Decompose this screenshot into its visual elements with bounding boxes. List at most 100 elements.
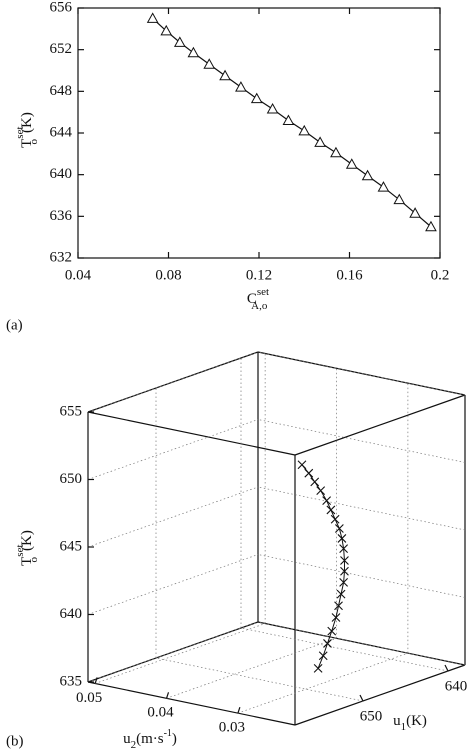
box-edge xyxy=(87,351,259,413)
axis-label: u1(K) xyxy=(393,713,427,732)
label-sup: set xyxy=(14,126,26,138)
axis-label: Tseto (K) xyxy=(14,530,40,566)
u1-tick xyxy=(444,664,449,672)
u2-tick xyxy=(165,692,170,699)
grid-line xyxy=(87,486,259,548)
grid-line xyxy=(87,419,259,480)
grid-line xyxy=(257,554,466,598)
y-tick-label: 640 xyxy=(50,166,73,182)
box-edge xyxy=(87,411,296,456)
triangle-marker xyxy=(235,81,247,92)
x-marker xyxy=(326,505,336,515)
x-marker xyxy=(316,486,326,495)
triangle-marker xyxy=(250,92,263,104)
label-sub: 2 xyxy=(131,739,137,751)
x-marker xyxy=(336,589,346,599)
label-unit: (K) xyxy=(19,530,35,551)
u2-tick xyxy=(237,706,241,714)
x-marker xyxy=(304,468,314,478)
label-base: T xyxy=(19,557,35,566)
y-tick-label: 632 xyxy=(50,249,73,265)
data-line xyxy=(301,464,345,669)
panel-label: (a) xyxy=(6,317,23,333)
x-marker xyxy=(322,496,332,506)
label-pre: (m·s xyxy=(136,731,164,747)
triangle-marker xyxy=(361,169,374,181)
x-marker xyxy=(340,556,349,565)
grid-line xyxy=(166,637,337,699)
box-edge xyxy=(294,394,466,456)
x-marker xyxy=(340,566,349,576)
grid-line xyxy=(87,554,259,615)
plot-frame xyxy=(77,7,441,259)
box-edge xyxy=(257,621,466,666)
z-tick-label: 635 xyxy=(60,673,83,689)
y-tick-label: 652 xyxy=(50,41,73,57)
x-marker xyxy=(297,460,307,470)
x-marker xyxy=(330,514,340,524)
grid-line xyxy=(155,657,364,702)
z-tick-label: 640 xyxy=(60,606,83,622)
triangle-marker xyxy=(219,69,231,81)
x-marker xyxy=(337,534,347,543)
x-marker xyxy=(318,651,328,661)
y-tick-label: 636 xyxy=(50,208,73,224)
y-tick-label: 644 xyxy=(50,124,73,140)
label-sup: set xyxy=(14,544,26,556)
x-marker xyxy=(313,663,323,673)
x-marker xyxy=(310,477,320,487)
z-tick-label: 645 xyxy=(60,538,83,554)
axis-label: Cset A,o xyxy=(247,286,269,312)
3d-box xyxy=(87,351,466,726)
x-marker xyxy=(327,626,337,636)
x-tick-label: 0.04 xyxy=(65,267,92,283)
x-tick-label: 0.08 xyxy=(155,267,181,283)
panel-label: (b) xyxy=(6,733,24,749)
z-tick-label: 655 xyxy=(60,403,83,419)
u1-tick xyxy=(359,694,364,702)
triangle-marker xyxy=(160,24,173,36)
x-tick-label: 0.2 xyxy=(431,267,450,283)
x-marker xyxy=(339,577,349,587)
triangle-marker xyxy=(187,46,200,58)
triangle-marker xyxy=(173,36,186,47)
triangle-marker xyxy=(425,220,437,232)
x-marker xyxy=(323,639,332,648)
grid-line xyxy=(95,623,266,684)
label-base: T xyxy=(19,139,35,148)
triangle-marker xyxy=(282,114,295,125)
label-unit: (K) xyxy=(406,713,427,729)
z-tick-label: 650 xyxy=(60,471,83,487)
label-sup: -1 xyxy=(164,728,172,739)
triangle-marker xyxy=(266,103,279,114)
label-sup: set xyxy=(257,286,269,298)
label-base: u xyxy=(393,713,401,729)
x-tick-label: 0.16 xyxy=(336,267,363,283)
box-edge xyxy=(294,664,466,726)
u2-tick xyxy=(94,677,98,684)
box-edge xyxy=(87,681,296,726)
grid-line xyxy=(257,486,466,531)
u1-tick-label: 640 xyxy=(445,678,468,694)
triangle-marker xyxy=(298,124,311,136)
y-tick-label: 656 xyxy=(50,0,73,15)
x-marker xyxy=(334,601,343,611)
grid-line xyxy=(237,652,409,714)
u2-tick-label: 0.04 xyxy=(147,705,174,721)
x-marker xyxy=(339,544,349,554)
axis-label: Tseto (K) xyxy=(14,112,40,148)
x-marker xyxy=(334,524,344,533)
label-base: C xyxy=(247,291,257,307)
triangle-marker xyxy=(146,12,159,23)
triangle-marker xyxy=(409,207,421,218)
grid-line xyxy=(257,419,466,463)
label-base: u xyxy=(123,731,131,747)
axis-label: u2(m·s-1) xyxy=(123,728,177,750)
label-sub: o xyxy=(28,556,40,562)
label-sub: 1 xyxy=(401,721,407,733)
grid-line xyxy=(257,621,466,666)
y-tick-label: 648 xyxy=(50,83,73,99)
triangle-marker xyxy=(345,158,358,169)
box-edge xyxy=(257,351,466,396)
